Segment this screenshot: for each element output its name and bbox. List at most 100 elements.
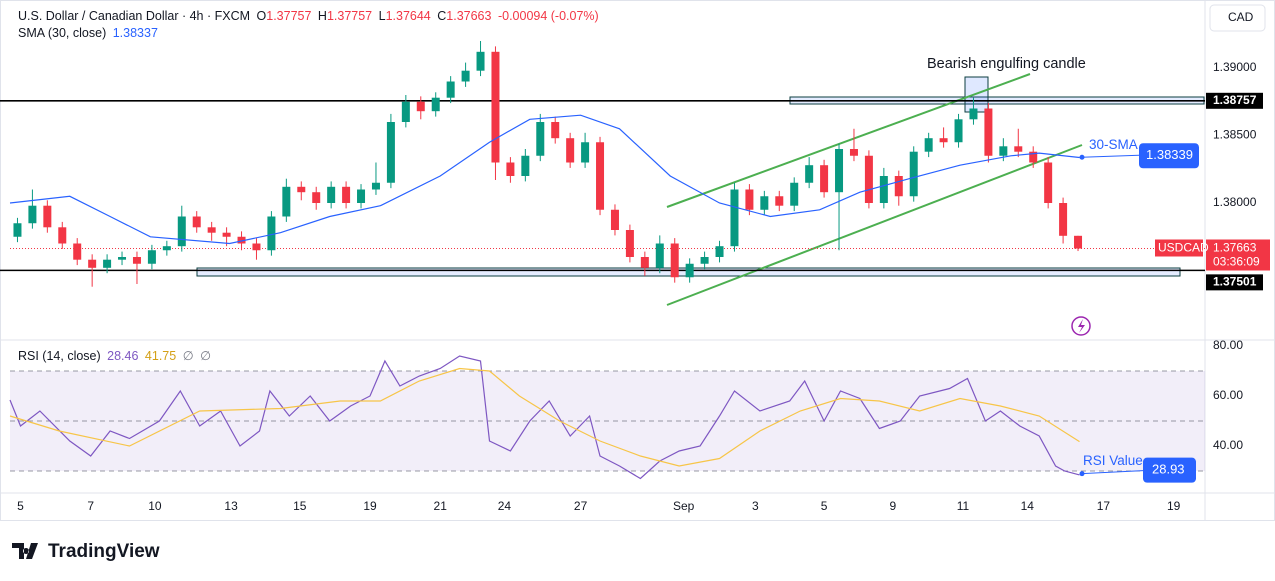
- header: U.S. Dollar / Canadian Dollar · 4h · FXC…: [18, 9, 602, 23]
- candle-body: [894, 176, 903, 197]
- candle-body: [147, 250, 156, 264]
- candle-body: [536, 122, 545, 156]
- candle-body: [297, 186, 306, 193]
- candle-body: [461, 70, 470, 82]
- candle-body: [954, 119, 963, 143]
- rsi-value: 28.46: [107, 349, 139, 363]
- rsi-title: RSI (14, close): [18, 349, 101, 363]
- callout-value: 28.93: [1152, 462, 1185, 477]
- y-tick-label: 1.38000: [1213, 195, 1257, 209]
- candle-body: [162, 246, 171, 251]
- candle-body: [476, 51, 485, 71]
- current-price: 1.37663: [1213, 241, 1257, 255]
- y-tick-label: 80.00: [1213, 338, 1243, 352]
- alert-icon[interactable]: [1071, 316, 1091, 336]
- level-tag-text: 1.38757: [1213, 93, 1257, 107]
- candle-body: [118, 257, 127, 260]
- candle-body: [566, 138, 575, 163]
- y-tick-label: 1.38500: [1213, 128, 1257, 142]
- ohlc-label: O: [256, 9, 267, 23]
- candle-body: [551, 122, 560, 139]
- close-value: 1.37663: [446, 9, 492, 23]
- candle-body: [401, 101, 410, 122]
- ohlc-label: L: [378, 9, 386, 23]
- candle-body: [640, 257, 649, 268]
- level-tag: [1206, 92, 1263, 109]
- symbol-tag-text: USDCAD: [1158, 241, 1209, 255]
- candle-body: [670, 243, 679, 278]
- high-value: 1.37757: [326, 9, 373, 23]
- callout-dot: [1079, 471, 1085, 477]
- ohlc-label: C: [437, 9, 447, 23]
- callout-line: [1081, 154, 1140, 158]
- candle-body: [700, 257, 709, 264]
- rsi-ma-value: 41.75: [144, 349, 177, 363]
- callout-value: 1.38339: [1146, 147, 1193, 162]
- candle-body: [835, 149, 844, 193]
- candle-body: [790, 182, 799, 206]
- candle-body: [655, 243, 664, 268]
- current-price-tag: [1206, 239, 1270, 271]
- x-tick-label: Sep: [673, 499, 695, 513]
- candle-body: [1029, 151, 1038, 163]
- x-tick-label: 27: [574, 499, 588, 513]
- channel-lower: [666, 144, 1083, 306]
- logo: TradingView: [12, 541, 160, 562]
- sma-name: SMA (30, close): [18, 26, 107, 40]
- candle-body: [282, 186, 291, 217]
- candle-body: [745, 189, 754, 210]
- candle-body: [864, 155, 873, 203]
- x-tick-label: 17: [1097, 499, 1111, 513]
- candle-body: [521, 155, 530, 176]
- candle-body: [177, 216, 186, 247]
- logo-icon: [12, 543, 38, 559]
- symbol-tag: [1155, 239, 1203, 257]
- candle-body: [685, 263, 694, 278]
- candle-body: [760, 196, 769, 210]
- candle-body: [506, 162, 515, 176]
- x-tick-label: 21: [434, 499, 448, 513]
- candle-body: [43, 205, 52, 228]
- candle-body: [327, 186, 336, 203]
- callout-label: 30-SMA: [1089, 137, 1138, 152]
- candle-body: [879, 176, 888, 203]
- candle-body: [73, 243, 82, 260]
- candle-body: [849, 149, 858, 156]
- x-tick-label: 14: [1021, 499, 1035, 513]
- candle-body: [312, 192, 321, 203]
- sma-value: 1.38337: [112, 26, 158, 40]
- candle-body: [625, 230, 634, 257]
- rsi-header: RSI (14, close) 28.46 41.75 ∅ ∅: [18, 348, 214, 363]
- change: -0.00094 (-0.07%): [497, 9, 599, 23]
- candle-body: [939, 138, 948, 143]
- candle-body: [13, 223, 22, 237]
- candle-body: [581, 142, 590, 163]
- candle-body: [58, 227, 67, 244]
- candle-body: [252, 243, 261, 251]
- candle-body: [491, 51, 500, 163]
- candle-body: [371, 182, 380, 190]
- candle-body: [730, 189, 739, 247]
- y-tick-label: 40.00: [1213, 438, 1243, 452]
- candle-body: [222, 232, 231, 237]
- currency-button[interactable]: [1209, 4, 1266, 32]
- rsi-status: ∅: [200, 349, 211, 363]
- callout-dot: [1079, 154, 1085, 160]
- open-value: 1.37757: [266, 9, 312, 23]
- candle-body: [596, 142, 605, 210]
- x-tick-label: 15: [293, 499, 307, 513]
- candle-body: [775, 196, 784, 206]
- callout-box: [1143, 457, 1196, 483]
- candle-body: [28, 205, 37, 224]
- candle-body: [820, 165, 829, 193]
- x-tick-label: 5: [17, 499, 24, 513]
- low-value: 1.37644: [385, 9, 431, 23]
- rsi-status: ∅: [182, 349, 194, 363]
- x-tick-label: 11: [957, 499, 970, 513]
- candle-body: [1014, 146, 1023, 152]
- sma-header: SMA (30, close) 1.38337: [18, 26, 161, 40]
- x-tick-label: 24: [498, 499, 512, 513]
- candle-body: [446, 81, 455, 98]
